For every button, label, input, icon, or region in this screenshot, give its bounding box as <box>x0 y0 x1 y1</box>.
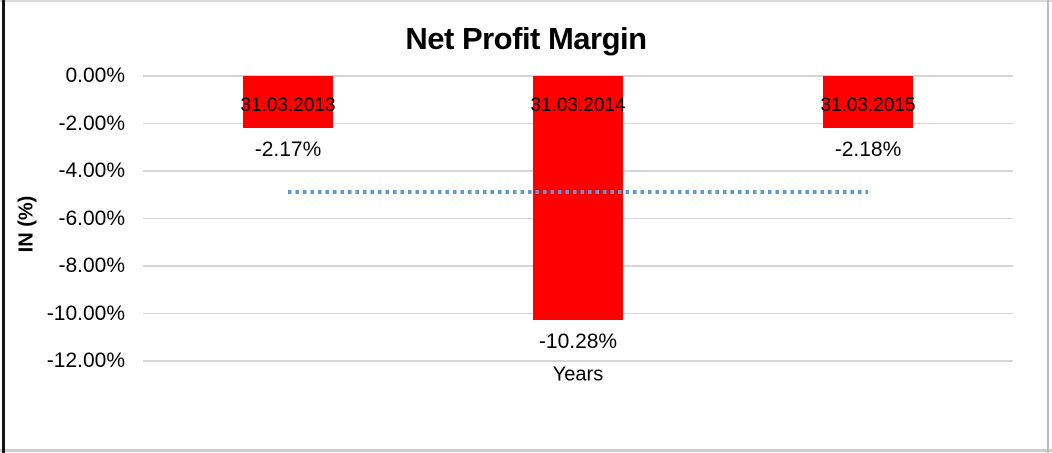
bar-value-label: -2.17% <box>254 137 322 161</box>
trendline <box>288 190 868 194</box>
y-tick-label: -4.00% <box>58 159 125 182</box>
plot-area: 31.03.2013 -2.17% 31.03.2014 -10.28% 31.03.2… <box>143 75 1013 362</box>
y-tick-label: -2.00% <box>58 111 125 135</box>
y-tick-label: -10.00% <box>46 301 125 325</box>
gridline <box>143 360 1013 362</box>
border-right <box>1047 0 1049 453</box>
bar-category-label: 31.03.2013 <box>240 95 336 116</box>
bar <box>243 76 333 128</box>
border-left <box>2 0 5 453</box>
bar <box>823 76 913 128</box>
y-tick-label: 0.00% <box>65 64 125 87</box>
y-tick-label: -6.00% <box>58 206 125 230</box>
bar-category-label: 31.03.2014 <box>530 95 626 116</box>
y-tick-label: -12.00% <box>46 349 125 372</box>
bar-category-label: 31.03.2015 <box>820 95 916 116</box>
bar-value-label: -2.18% <box>834 137 902 161</box>
bar <box>533 76 623 321</box>
border-bottom <box>0 449 1052 452</box>
x-axis-title: Years <box>552 363 604 386</box>
bar-value-label: -10.28% <box>538 330 618 354</box>
y-tick-label: -8.00% <box>58 254 125 277</box>
chart-title: Net Profit Margin <box>405 21 647 56</box>
border-top <box>0 0 1052 2</box>
